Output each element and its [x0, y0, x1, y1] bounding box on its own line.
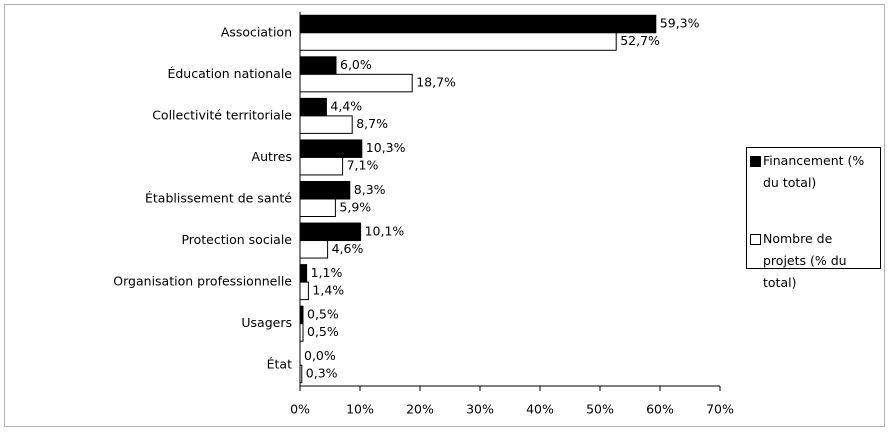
value-label: 0,5%: [307, 324, 339, 339]
legend-label: Nombre de projets (% du total): [763, 231, 847, 290]
legend-box: [746, 147, 881, 269]
bar: [299, 198, 336, 217]
y-tick-label: Organisation professionnelle: [113, 274, 292, 289]
y-tick-label: État: [267, 357, 292, 372]
y-tick-label: Éducation nationale: [167, 66, 292, 81]
bar: [299, 32, 617, 51]
value-label: 18,7%: [416, 75, 456, 90]
x-tick-label: 30%: [466, 402, 494, 417]
y-tick-label: Autres: [252, 149, 292, 164]
x-tick-label: 40%: [526, 402, 554, 417]
bar: [299, 97, 327, 117]
value-label: 5,9%: [339, 199, 371, 214]
legend-entry: Financement (% du total): [763, 153, 865, 190]
legend-label: Financement (% du total): [763, 153, 865, 190]
y-tick-label: Association: [221, 24, 292, 39]
x-tick-label: 50%: [586, 402, 614, 417]
x-tick-label: 0%: [290, 402, 310, 417]
value-label: 0,0%: [304, 348, 336, 363]
bar: [299, 281, 309, 301]
bar: [299, 240, 329, 259]
legend-entry: Nombre de projets (% du total): [763, 231, 847, 290]
value-label: 59,3%: [660, 16, 700, 31]
bar: [299, 264, 308, 283]
value-label: 1,4%: [312, 282, 344, 297]
value-label: 8,7%: [356, 116, 388, 131]
value-label: 0,3%: [306, 365, 338, 380]
value-label: 6,0%: [340, 57, 372, 72]
bar: [299, 73, 413, 93]
legend-swatch: [750, 234, 761, 245]
value-label: 4,4%: [330, 99, 362, 114]
y-tick-label: Collectivité territoriale: [152, 107, 292, 122]
y-tick-label: Établissement de santé: [145, 191, 292, 206]
bar: [299, 156, 344, 176]
y-tick-label: Protection sociale: [181, 232, 292, 247]
bar: [299, 115, 353, 134]
value-label: 8,3%: [354, 182, 386, 197]
bar: [299, 222, 362, 242]
x-tick-label: 10%: [346, 402, 374, 417]
value-label: 10,1%: [365, 223, 405, 238]
x-tick-label: 60%: [646, 402, 674, 417]
x-tick-label: 20%: [406, 402, 434, 417]
value-label: 4,6%: [332, 241, 364, 256]
value-label: 52,7%: [620, 33, 660, 48]
value-label: 0,5%: [307, 306, 339, 321]
bar: [299, 139, 363, 158]
bar: [299, 181, 351, 200]
bar: [299, 14, 657, 34]
frame: [4, 4, 885, 427]
value-label: 1,1%: [311, 265, 343, 280]
value-label: 10,3%: [366, 140, 406, 155]
value-label: 7,1%: [347, 158, 379, 173]
legend-swatch: [750, 156, 761, 167]
bar: [299, 56, 337, 75]
x-tick-label: 70%: [706, 402, 734, 417]
y-tick-label: Usagers: [241, 315, 292, 330]
